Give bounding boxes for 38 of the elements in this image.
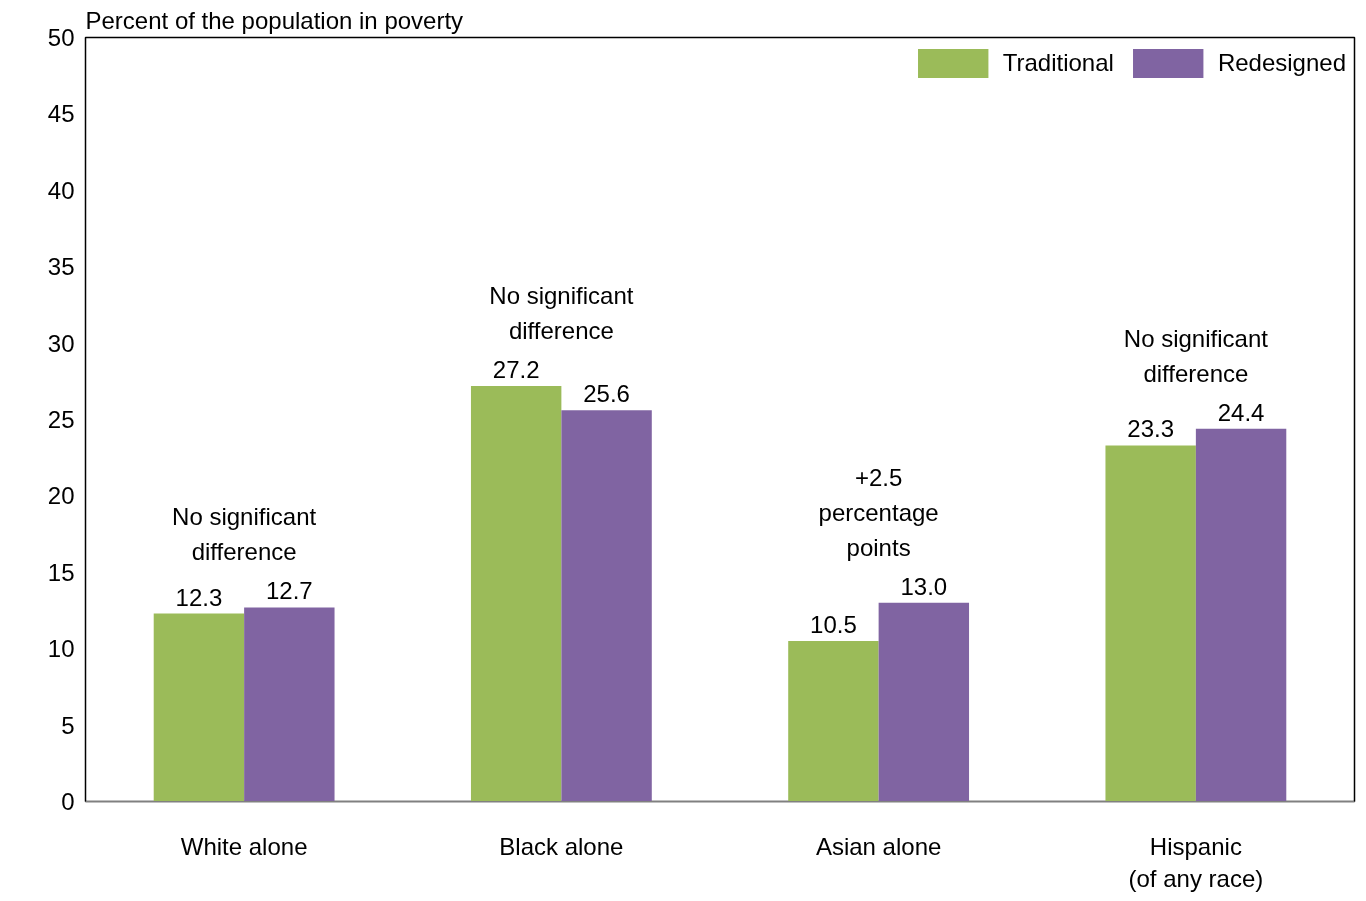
x-tick-label: White alone	[180, 832, 308, 860]
x-tick-label: Asian alone	[815, 832, 942, 860]
y-tick-label: 20	[47, 482, 75, 510]
y-tick-label: 45	[47, 100, 75, 128]
bar	[878, 602, 970, 802]
text: 27.2	[492, 355, 540, 383]
annotation: No significant difference	[172, 503, 317, 566]
bar	[470, 385, 562, 802]
y-tick-label: 35	[47, 253, 75, 281]
annotation: No significant difference	[489, 281, 634, 344]
text: 23.3	[1127, 415, 1175, 443]
y-tick-label: 10	[47, 635, 75, 663]
text: 25.6	[583, 380, 630, 408]
y-tick-label: 25	[47, 406, 75, 433]
y-tick-label: 50	[47, 24, 75, 51]
y-tick-label: 40	[47, 176, 75, 204]
bar	[244, 607, 335, 802]
text: 12.3	[175, 583, 223, 611]
text: 10.5	[810, 611, 857, 639]
y-tick-label: 15	[47, 558, 75, 586]
annotation: +2.5 percentage points	[818, 463, 939, 561]
text: 12.7	[265, 577, 313, 605]
y-tick-label: 5	[61, 711, 75, 739]
text: 13.0	[900, 572, 948, 600]
x-tick-label: Black alone	[499, 832, 624, 860]
legend-label: Redesigned	[1217, 49, 1346, 77]
legend-label: Traditional	[1002, 49, 1114, 77]
bar	[788, 641, 879, 802]
bar	[1105, 445, 1196, 802]
y-tick-label: 30	[47, 329, 75, 357]
bar	[561, 410, 652, 802]
x-tick-label: Hispanic (of any race)	[1128, 832, 1264, 892]
y-tick-label: 0	[61, 788, 75, 815]
bar	[1195, 428, 1287, 802]
y-axis-title: Percent of the population in poverty	[85, 6, 464, 34]
text: 24.4	[1217, 398, 1265, 426]
bar	[153, 613, 245, 802]
annotation: No significant difference	[1123, 324, 1269, 387]
